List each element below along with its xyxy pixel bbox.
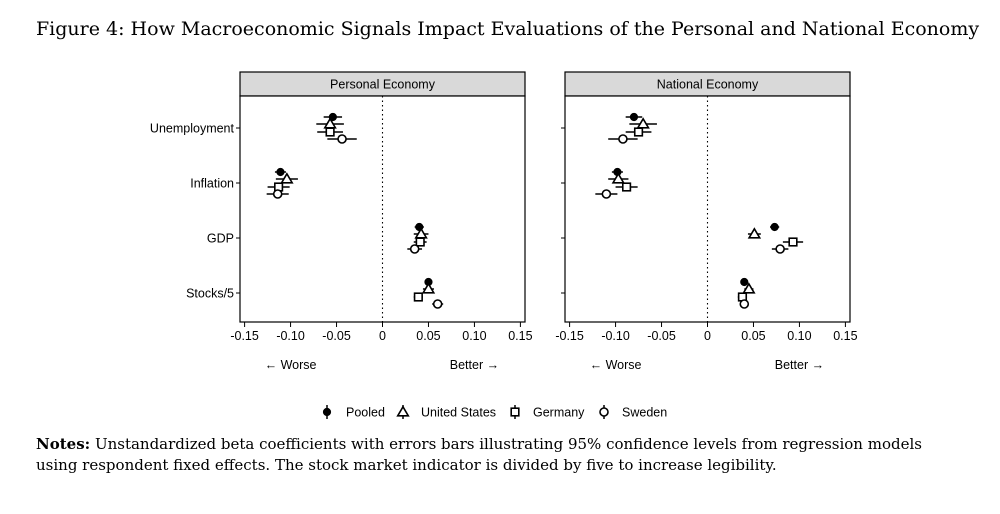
x-direction-label-better: Better →	[775, 358, 824, 372]
point-estimate	[276, 167, 285, 177]
x-direction-label-better: Better →	[450, 358, 499, 372]
x-tick-label: 0.15	[833, 329, 857, 343]
point-estimate	[337, 134, 347, 144]
point-estimate	[421, 282, 436, 294]
legend-label: Sweden	[622, 406, 667, 420]
point-estimate	[621, 182, 632, 192]
x-tick-label: 0.15	[508, 329, 532, 343]
x-tick-label: -0.15	[230, 329, 259, 343]
point-estimate	[325, 127, 335, 137]
x-tick-label: -0.05	[647, 329, 676, 343]
point-estimate	[328, 112, 337, 122]
figure-notes: Notes: Unstandardized beta coefficients …	[36, 434, 966, 476]
point-estimate	[740, 277, 749, 287]
y-category-label: GDP	[207, 232, 234, 246]
notes-text: Unstandardized beta coefficients with er…	[36, 435, 922, 474]
point-estimate	[747, 227, 762, 239]
point-estimate	[611, 172, 626, 184]
point-estimate	[739, 299, 750, 309]
x-tick-label: -0.15	[555, 329, 584, 343]
point-estimate	[409, 244, 420, 254]
x-tick-label: 0.10	[787, 329, 811, 343]
y-category-label: Stocks/5	[186, 287, 234, 301]
point-estimate	[415, 237, 425, 247]
panel-title: National Economy	[657, 78, 759, 92]
legend-key-marker	[396, 405, 410, 417]
point-estimate	[775, 244, 785, 254]
legend-key-marker	[599, 407, 609, 417]
point-estimate	[742, 282, 756, 294]
y-category-label: Unemployment	[150, 122, 235, 136]
point-estimate	[413, 292, 423, 302]
panel-strip	[564, 71, 851, 97]
x-tick-label: 0	[704, 329, 711, 343]
x-direction-label-worse: ← Worse	[590, 358, 642, 372]
point-estimate	[272, 189, 283, 199]
x-tick-label: -0.10	[276, 329, 305, 343]
x-direction-label-worse: ← Worse	[265, 358, 317, 372]
panel-title: Personal Economy	[330, 78, 436, 92]
x-tick-label: 0.05	[741, 329, 765, 343]
point-estimate	[618, 134, 628, 144]
panel-strip	[239, 71, 526, 97]
x-tick-label: 0.10	[462, 329, 486, 343]
point-estimate	[633, 127, 644, 137]
x-tick-label: -0.10	[601, 329, 630, 343]
legend-key-marker	[322, 407, 332, 417]
figure-title: Figure 4: How Macroeconomic Signals Impa…	[36, 18, 980, 40]
legend-label: United States	[421, 406, 496, 420]
point-estimate	[280, 172, 294, 184]
legend-key-marker	[510, 407, 520, 417]
x-tick-label: 0.05	[416, 329, 440, 343]
legend-label: Pooled	[346, 406, 385, 420]
point-estimate	[601, 189, 612, 199]
y-category-label: Inflation	[190, 177, 234, 191]
point-estimate	[788, 237, 798, 247]
legend-label: Germany	[533, 406, 585, 420]
x-tick-label: -0.05	[322, 329, 351, 343]
point-estimate	[432, 299, 443, 309]
notes-label: Notes:	[36, 435, 91, 453]
point-estimate	[770, 222, 779, 232]
x-tick-label: 0	[379, 329, 386, 343]
coefficient-plot: Personal Economy -0.15 -0.10 -0.05 0 0.05 0.10…	[150, 71, 858, 420]
point-estimate	[629, 112, 639, 122]
